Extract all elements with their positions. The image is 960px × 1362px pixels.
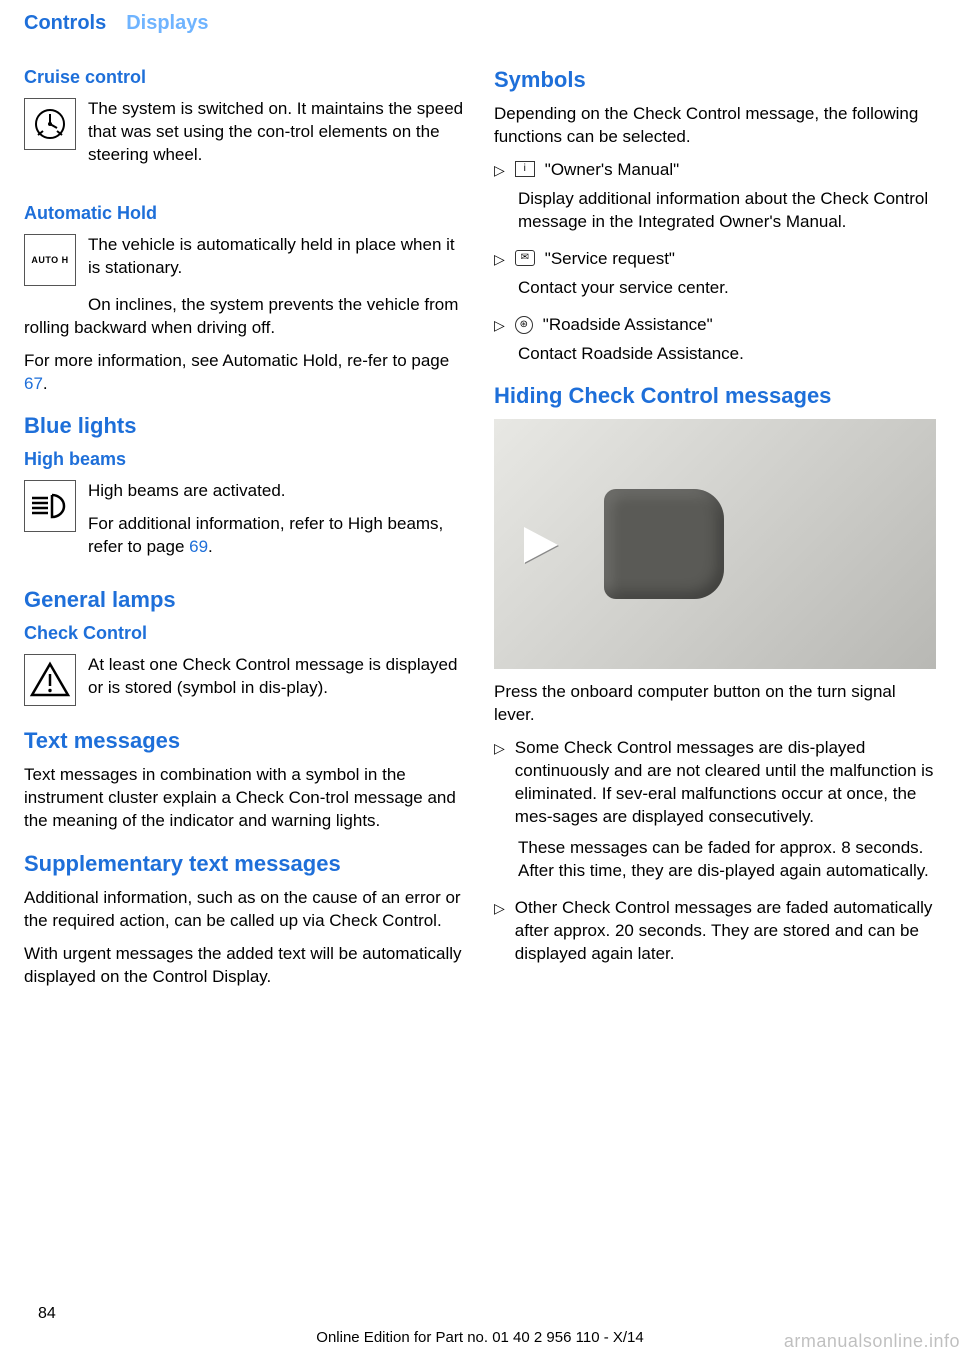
high-beams-text: High beams are activated. For additional…: [88, 480, 466, 569]
bullet-marker-icon: ▷: [494, 900, 505, 917]
page-header: Controls Displays: [0, 0, 960, 43]
heading-cruise-control: Cruise control: [24, 67, 466, 88]
symbol-label-1: "Service request": [545, 248, 936, 271]
symbol-item-owners-manual: ▷ i "Owner's Manual": [494, 159, 936, 182]
symbol-label-2: "Roadside Assistance": [543, 314, 936, 337]
speedometer-icon: [24, 98, 76, 150]
heading-blue-lights: Blue lights: [24, 413, 466, 439]
high-beams-icon: [24, 480, 76, 532]
high-beams-p2-post: .: [208, 537, 213, 556]
assistance-circle-icon: ⊛: [515, 316, 533, 334]
heading-hiding-messages: Hiding Check Control messages: [494, 383, 936, 409]
warning-triangle-icon: [24, 654, 76, 706]
bullet-marker-icon: ▷: [494, 162, 505, 179]
hiding-item-0-p1: Some Check Control messages are dis‐play…: [515, 737, 936, 829]
heading-supplementary: Supplementary text messages: [24, 851, 466, 877]
heading-high-beams: High beams: [24, 449, 466, 470]
high-beams-p2-pre: For additional information, refer to Hig…: [88, 514, 443, 556]
content-columns: Cruise control The system is switched on…: [0, 43, 960, 999]
autohold-p3: For more information, see Automatic Hold…: [24, 350, 466, 396]
turn-signal-lever-image: [494, 419, 936, 669]
header-tab-controls: Controls: [24, 12, 106, 35]
autohold-p2: On inclines, the system prevents the veh…: [24, 294, 466, 340]
press-arrow-icon: [524, 527, 558, 563]
check-control-block: At least one Check Control message is di…: [24, 654, 466, 710]
autohold-p3-post: .: [43, 374, 48, 393]
symbol-item-service-request: ▷ ✉ "Service request": [494, 248, 936, 271]
auto-h-icon: AUTO H: [24, 234, 76, 286]
lever-knob-shape: [604, 489, 724, 599]
heading-symbols: Symbols: [494, 67, 936, 93]
autohold-block: AUTO H The vehicle is automatically held…: [24, 234, 466, 290]
autohold-p3-pre: For more information, see Automatic Hold…: [24, 351, 449, 370]
bullet-marker-icon: ▷: [494, 251, 505, 268]
cruise-control-block: The system is switched on. It maintains …: [24, 98, 466, 177]
symbol-sub-2: Contact Roadside Assistance.: [518, 343, 936, 366]
heading-text-messages: Text messages: [24, 728, 466, 754]
symbol-sub-1: Contact your service center.: [518, 277, 936, 300]
bullet-marker-icon: ▷: [494, 317, 505, 334]
hiding-caption: Press the onboard computer button on the…: [494, 681, 936, 727]
bullet-marker-icon: ▷: [494, 740, 505, 757]
check-control-text: At least one Check Control message is di…: [88, 654, 466, 700]
watermark-text: armanualsonline.info: [784, 1331, 960, 1352]
cruise-control-text: The system is switched on. It maintains …: [88, 98, 466, 167]
hiding-item-0: ▷ Some Check Control messages are dis‐pl…: [494, 737, 936, 829]
page-number: 84: [24, 1305, 936, 1323]
symbol-item-roadside: ▷ ⊛ "Roadside Assistance": [494, 314, 936, 337]
symbols-intro: Depending on the Check Control message, …: [494, 103, 936, 149]
hiding-item-1: ▷ Other Check Control messages are faded…: [494, 897, 936, 966]
high-beams-block: High beams are activated. For additional…: [24, 480, 466, 569]
right-column: Symbols Depending on the Check Control m…: [494, 67, 936, 999]
high-beams-p2: For additional information, refer to Hig…: [88, 513, 466, 559]
page-link-69[interactable]: 69: [189, 537, 208, 556]
hiding-item-0-p2: These messages can be faded for approx. …: [518, 837, 936, 883]
text-messages-body: Text messages in combination with a symb…: [24, 764, 466, 833]
hiding-item-1-p1: Other Check Control messages are faded a…: [515, 897, 936, 966]
left-column: Cruise control The system is switched on…: [24, 67, 466, 999]
high-beams-p1: High beams are activated.: [88, 480, 466, 503]
supplementary-p1: Additional information, such as on the c…: [24, 887, 466, 933]
heading-check-control: Check Control: [24, 623, 466, 644]
info-box-icon: i: [515, 161, 535, 177]
supplementary-p2: With urgent messages the added text will…: [24, 943, 466, 989]
header-tab-displays: Displays: [126, 12, 208, 35]
autohold-p1: The vehicle is automatically held in pla…: [88, 234, 466, 280]
heading-general-lamps: General lamps: [24, 587, 466, 613]
symbol-label-0: "Owner's Manual": [545, 159, 936, 182]
envelope-icon: ✉: [515, 250, 535, 266]
heading-automatic-hold: Automatic Hold: [24, 203, 466, 224]
symbol-sub-0: Display additional information about the…: [518, 188, 936, 234]
page-link-67[interactable]: 67: [24, 374, 43, 393]
